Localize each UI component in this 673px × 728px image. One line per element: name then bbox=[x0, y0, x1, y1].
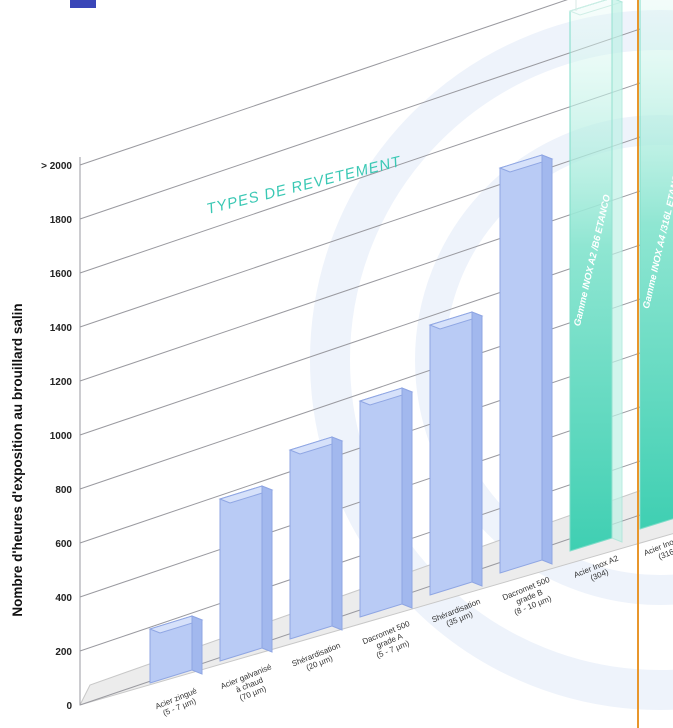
category-label: Acier zingué(5 - 7 µm) bbox=[154, 686, 202, 719]
category-label: Dacromet 500grade B(8 - 10 µm) bbox=[501, 575, 558, 619]
y-tick-label: 0 bbox=[66, 701, 72, 712]
y-axis-label: Nombre d'heures d'exposition au brouilla… bbox=[10, 303, 25, 616]
y-tick-label: 1200 bbox=[50, 377, 73, 388]
bar-side-face bbox=[191, 615, 203, 675]
bar-front-face bbox=[429, 311, 473, 596]
category-label: Dacromet 500grade A(5 - 7 µm) bbox=[361, 619, 418, 663]
coating-bar bbox=[288, 436, 344, 640]
gridline bbox=[79, 0, 568, 166]
y-tick-label: 200 bbox=[55, 647, 72, 658]
orange-divider-line bbox=[637, 0, 639, 728]
bar-front-face bbox=[499, 154, 543, 574]
bar-front-face bbox=[639, 0, 673, 530]
bar-side-face bbox=[471, 311, 483, 587]
bar-side-face bbox=[611, 0, 623, 543]
bar-side-face bbox=[401, 387, 413, 609]
y-tick-label: 1400 bbox=[50, 323, 73, 334]
bar-front-face bbox=[219, 485, 263, 662]
bar-side-face bbox=[331, 436, 343, 631]
inox-bar: Gamme INOX A2 /B6 ETANCO bbox=[568, 0, 624, 552]
coating-bar bbox=[428, 311, 484, 596]
gridline bbox=[79, 28, 641, 220]
y-tick-label: > 2000 bbox=[41, 161, 72, 172]
y-tick-label: 1000 bbox=[50, 431, 73, 442]
corner-accent bbox=[70, 0, 96, 8]
coating-bar bbox=[218, 485, 274, 662]
bar-front-face bbox=[289, 436, 333, 640]
gridline bbox=[79, 82, 641, 274]
bar-side-face bbox=[541, 154, 553, 565]
coating-bar bbox=[148, 615, 204, 684]
y-tick-label: 1800 bbox=[50, 215, 73, 226]
bar-front-face bbox=[569, 0, 613, 552]
coating-bar bbox=[498, 154, 554, 574]
y-tick-label: 400 bbox=[55, 593, 72, 604]
inox-bar: Gamme INOX A4 /316L ETANCO bbox=[639, 0, 673, 530]
bar-side-face bbox=[261, 485, 273, 653]
y-tick-label: 800 bbox=[55, 485, 72, 496]
bar-front-face bbox=[359, 387, 403, 618]
y-tick-label: 600 bbox=[55, 539, 72, 550]
category-label: Shérardisation(20 µm) bbox=[290, 641, 345, 677]
y-tick-label: 1600 bbox=[50, 269, 73, 280]
category-label: Acier galvaniséà chaud(70 µm) bbox=[219, 662, 280, 708]
coating-bar bbox=[358, 387, 414, 618]
